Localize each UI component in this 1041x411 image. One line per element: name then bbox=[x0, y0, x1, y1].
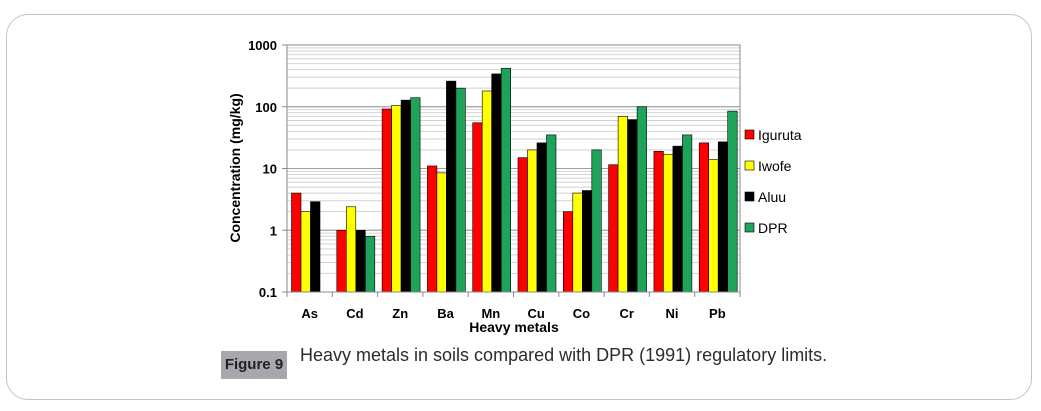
bar-aluu-ba bbox=[446, 80, 457, 293]
bar-aluu-mn bbox=[491, 73, 502, 293]
bar-aluu-zn bbox=[400, 99, 411, 293]
bar-aluu-cr bbox=[627, 119, 638, 293]
bar-iguruta-pb bbox=[698, 142, 710, 293]
legend-swatch-aluu bbox=[744, 191, 755, 202]
axes bbox=[282, 44, 741, 297]
x-tick-label: Mn bbox=[481, 306, 500, 321]
bar-dpr-co bbox=[591, 149, 602, 293]
x-tick-label: Co bbox=[573, 306, 590, 321]
bar-iwofe-ni bbox=[663, 153, 674, 293]
bar-aluu-as bbox=[310, 201, 321, 293]
legend-swatch-dpr bbox=[744, 222, 755, 233]
x-tick-label: As bbox=[301, 306, 318, 321]
y-tick-label: 1 bbox=[270, 223, 277, 238]
bar-dpr-mn bbox=[500, 67, 512, 293]
bar-dpr-zn bbox=[410, 97, 421, 293]
bar-iwofe-zn bbox=[391, 105, 402, 293]
y-tick-labels: 0.1 1 10 100 1000 bbox=[248, 38, 277, 300]
bar-iwofe-pb bbox=[708, 159, 719, 293]
legend-swatch-iwofe bbox=[744, 160, 755, 171]
bar-iguruta-cu bbox=[517, 157, 528, 293]
figure-caption: Heavy metals in soils compared with DPR … bbox=[300, 345, 828, 365]
y-axis-label: Concentration (mg/kg) bbox=[227, 93, 243, 242]
bar-aluu-ni bbox=[672, 145, 683, 293]
legend: Iguruta Iwofe Aluu DPR bbox=[744, 127, 802, 236]
x-tick-label: Ba bbox=[437, 306, 454, 321]
bar-dpr-cu bbox=[546, 134, 557, 293]
bar-aluu-cu bbox=[536, 142, 547, 293]
bar-iguruta-ni bbox=[653, 150, 664, 293]
legend-swatch-iguruta bbox=[744, 129, 755, 140]
bar-dpr-ba bbox=[455, 87, 466, 293]
x-tick-labels: As Cd Zn Ba Mn Cu Co Cr Ni Pb bbox=[301, 306, 725, 321]
bar-dpr-ni bbox=[682, 134, 693, 293]
x-tick-label: Cr bbox=[620, 306, 634, 321]
y-tick-label: 10 bbox=[263, 162, 277, 177]
x-tick-label: Pb bbox=[709, 306, 726, 321]
bar-iwofe-as bbox=[300, 211, 311, 293]
bar-iguruta-cd bbox=[336, 229, 347, 293]
legend-label-iwofe: Iwofe bbox=[758, 158, 792, 174]
x-axis-label: Heavy metals bbox=[469, 319, 559, 335]
bar-dpr-cr bbox=[636, 106, 647, 293]
y-tick-label: 100 bbox=[255, 100, 277, 115]
bar-iwofe-cu bbox=[527, 149, 538, 293]
bar-aluu-cd bbox=[355, 229, 366, 293]
x-tick-label: Cd bbox=[346, 306, 363, 321]
x-tick-label: Cu bbox=[527, 306, 544, 321]
bar-aluu-pb bbox=[717, 141, 729, 293]
bar-iguruta-cr bbox=[608, 164, 619, 293]
bar-iguruta-mn bbox=[472, 122, 483, 293]
bar-iguruta-co bbox=[562, 211, 574, 293]
bar-iwofe-cd bbox=[345, 206, 357, 293]
bar-iwofe-ba bbox=[436, 172, 447, 293]
bars bbox=[291, 67, 738, 293]
bar-iguruta-zn bbox=[381, 108, 392, 293]
x-tick-label: Zn bbox=[392, 306, 408, 321]
bar-dpr-pb bbox=[727, 110, 738, 293]
figure-label: Figure 9 bbox=[221, 351, 287, 379]
bar-dpr-cd bbox=[364, 235, 376, 293]
legend-label-iguruta: Iguruta bbox=[758, 127, 802, 143]
y-tick-label: 1000 bbox=[248, 38, 277, 53]
bar-iwofe-mn bbox=[481, 90, 493, 293]
bar-iwofe-co bbox=[572, 192, 583, 293]
bar-aluu-co bbox=[581, 190, 593, 293]
bar-iwofe-cr bbox=[617, 116, 628, 293]
bar-iguruta-ba bbox=[427, 165, 438, 293]
y-tick-label: 0.1 bbox=[259, 285, 277, 300]
legend-label-dpr: DPR bbox=[758, 220, 788, 236]
bar-iguruta-as bbox=[291, 192, 302, 293]
legend-label-aluu: Aluu bbox=[758, 189, 786, 205]
x-tick-label: Ni bbox=[666, 306, 679, 321]
